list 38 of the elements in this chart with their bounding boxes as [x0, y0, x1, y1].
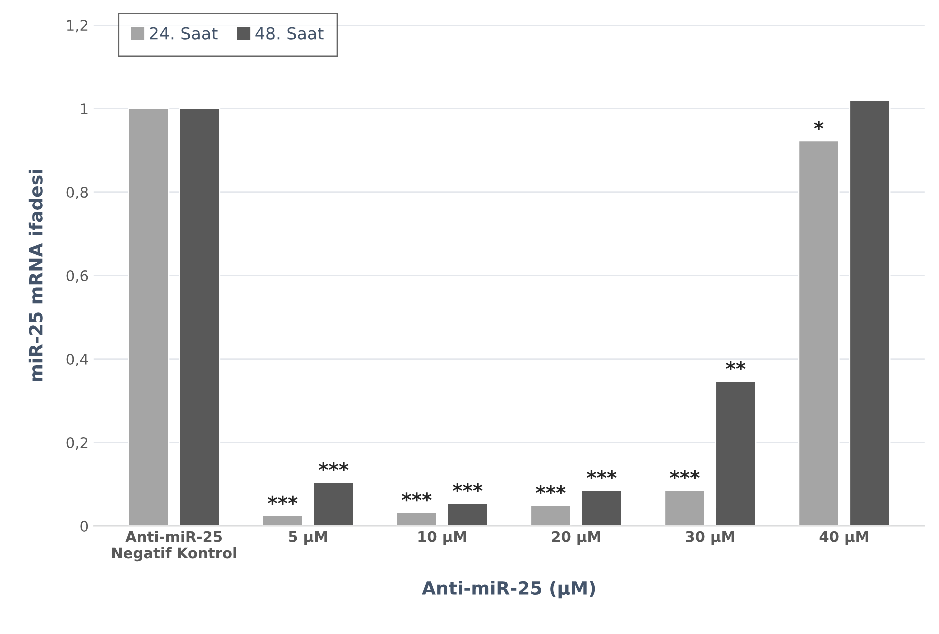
data-label: *** [587, 470, 617, 480]
x-tick-label: 40 µM [820, 531, 868, 546]
bar [396, 512, 438, 526]
data-label: * [814, 121, 824, 130]
data-label: *** [452, 483, 483, 492]
bar [530, 504, 572, 526]
data-label: *** [536, 485, 566, 495]
x-tick-label: 5 µM [289, 532, 328, 546]
y-axis-title: miR-25 mRNA ifadesi [28, 170, 43, 382]
y-tick-label: 0,2 [66, 437, 88, 450]
data-label: *** [268, 496, 298, 505]
x-axis-title: Anti-miR-25 (µM) [422, 581, 596, 599]
bar [178, 108, 221, 526]
y-tick-label: 0,6 [66, 270, 88, 284]
y-tick-label: 0,4 [66, 354, 88, 367]
x-tick-label: 10 µM [418, 531, 466, 546]
y-tick-label: 0,8 [66, 187, 88, 200]
data-label: ** [726, 362, 746, 371]
y-tick-label: 0 [80, 520, 88, 532]
bar [798, 140, 840, 526]
bar [664, 490, 706, 526]
x-tick-label: 30 µM [686, 531, 734, 546]
bar [849, 100, 891, 526]
legend-label: 24. Saat [150, 27, 218, 40]
data-label: *** [402, 492, 432, 502]
bar [313, 482, 355, 526]
bar [447, 502, 489, 526]
bar [715, 380, 757, 526]
y-tick-label: 1 [81, 104, 88, 114]
bar [262, 515, 304, 526]
legend-label: 48. Saat [256, 27, 324, 40]
x-tick-label: Anti-miR-25 Negatif Kontrol [112, 531, 236, 562]
data-label: *** [318, 462, 349, 472]
bar [581, 490, 623, 526]
bar [128, 108, 170, 526]
data-label: *** [670, 470, 700, 480]
x-tick-label: 20 µM [552, 531, 600, 546]
y-tick-label: 1,2 [67, 20, 88, 33]
